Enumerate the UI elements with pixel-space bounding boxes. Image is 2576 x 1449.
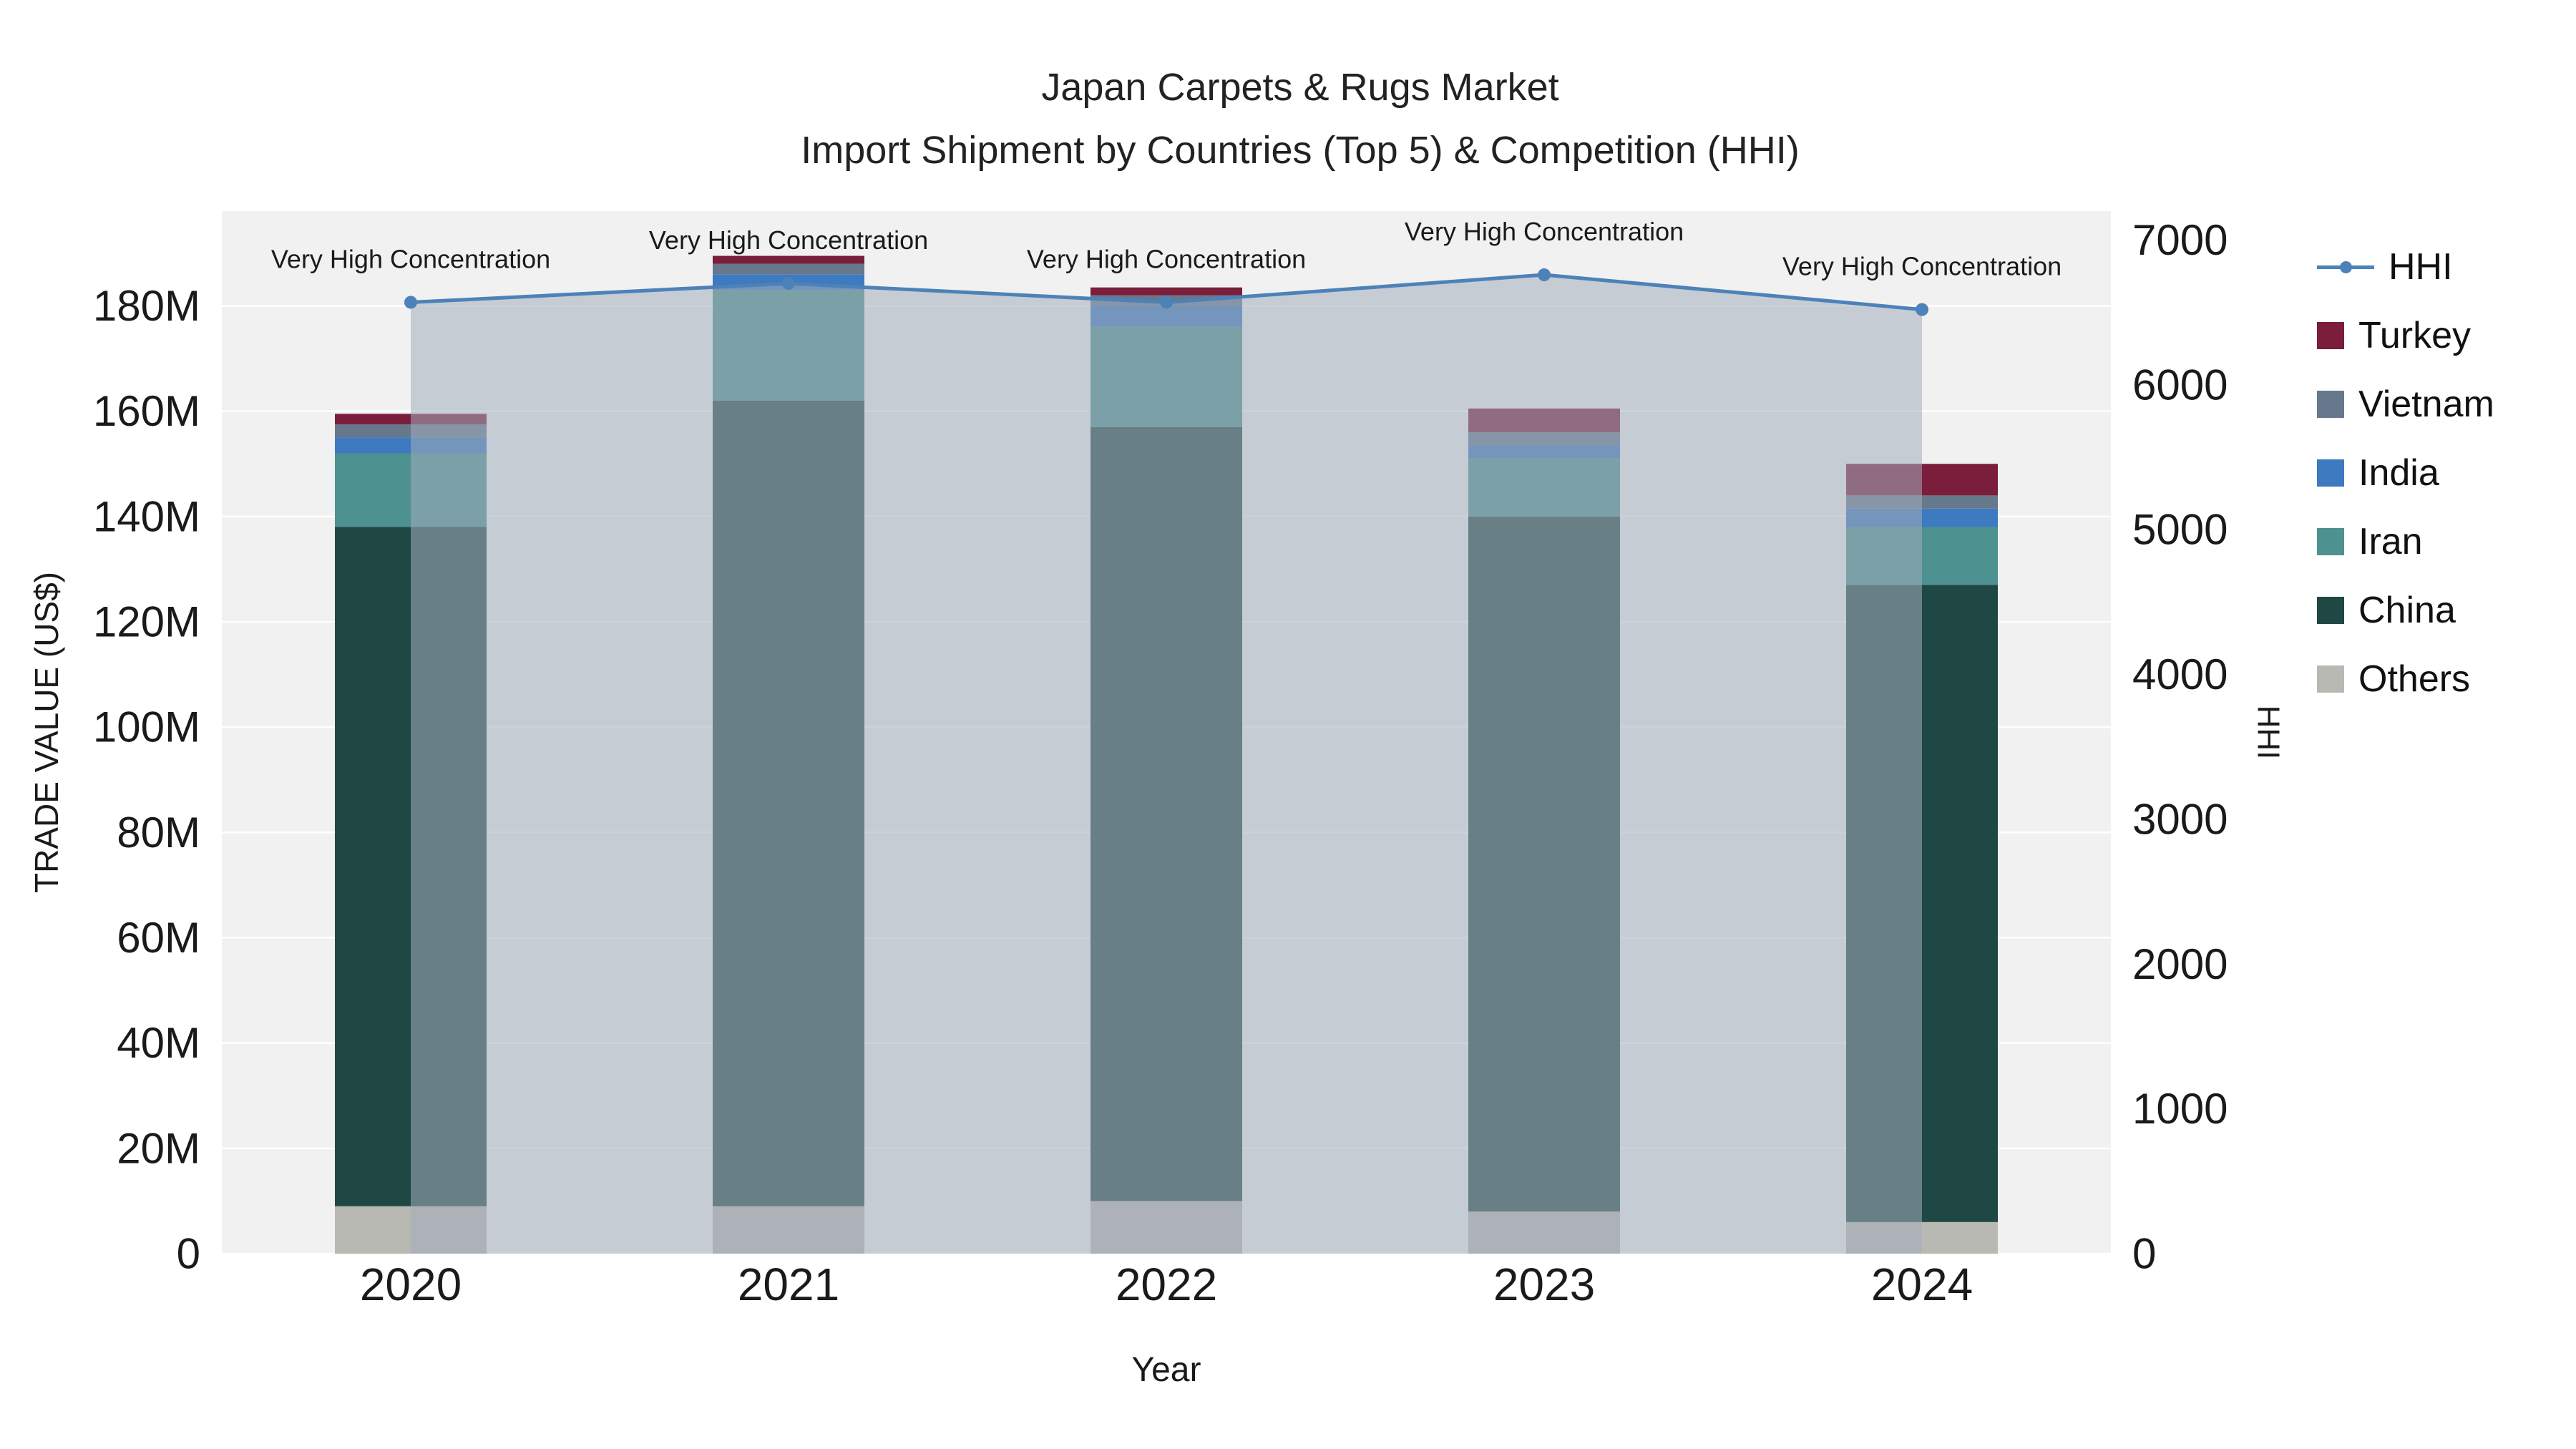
axis-title-y-right: HHI: [2251, 706, 2286, 760]
legend-swatch-others: [2317, 665, 2344, 693]
annotation-2021: Very High Concentration: [649, 225, 928, 255]
y2-axis-tick-label: 6000: [2132, 361, 2228, 409]
legend-swatch-iran: [2317, 528, 2344, 555]
legend: HHI Turkey Vietnam India Iran China Others: [2317, 246, 2494, 700]
legend-line-marker-icon: [2317, 253, 2374, 280]
y-axis-tick-label: 20M: [117, 1124, 200, 1172]
legend-label-china: China: [2358, 590, 2456, 631]
legend-item-iran[interactable]: Iran: [2317, 521, 2494, 562]
legend-dot: [2340, 261, 2352, 273]
bar-segment-turkey-2021: [713, 255, 864, 264]
legend-label-vietnam: Vietnam: [2358, 384, 2494, 425]
y-axis-tick-label: 140M: [93, 492, 200, 540]
y2-axis-tick-label: 3000: [2132, 795, 2228, 843]
y-axis-tick-label: 120M: [93, 597, 200, 645]
legend-item-china[interactable]: China: [2317, 590, 2494, 631]
hhi-marker-2024: [1916, 303, 1928, 316]
chart-title-line2: Import Shipment by Countries (Top 5) & C…: [801, 129, 1800, 172]
y2-axis-tick-label: 7000: [2132, 216, 2228, 264]
axis-title-x: Year: [1132, 1351, 1201, 1389]
y2-axis-tick-label: 0: [2132, 1230, 2156, 1278]
legend-label-india: India: [2358, 452, 2439, 494]
y2-axis-tick-label: 5000: [2132, 506, 2228, 554]
axis-title-y-left: TRADE VALUE (US$): [28, 572, 65, 893]
legend-swatch-vietnam: [2317, 391, 2344, 418]
legend-item-hhi[interactable]: HHI: [2317, 246, 2494, 288]
x-axis-tick-label: 2021: [738, 1259, 839, 1310]
legend-label-turkey: Turkey: [2358, 315, 2471, 356]
y-axis-tick-label: 60M: [117, 914, 200, 962]
x-axis-tick-label: 2022: [1116, 1259, 1217, 1310]
legend-label-iran: Iran: [2358, 521, 2423, 562]
hhi-marker-2020: [404, 296, 417, 309]
x-axis-tick-label: 2020: [360, 1259, 462, 1310]
bar-segment-turkey-2022: [1091, 287, 1242, 296]
y-axis-tick-label: 100M: [93, 703, 200, 751]
y-axis-tick-label: 80M: [117, 809, 200, 857]
legend-label-others: Others: [2358, 658, 2471, 700]
y-axis-tick-label: 0: [177, 1230, 200, 1278]
legend-item-india[interactable]: India: [2317, 452, 2494, 494]
y-axis-tick-label: 40M: [117, 1019, 200, 1067]
annotation-2024: Very High Concentration: [1782, 252, 2062, 281]
annotation-2020: Very High Concentration: [271, 244, 550, 273]
y2-axis-tick-label: 2000: [2132, 940, 2228, 988]
hhi-marker-2022: [1160, 296, 1173, 309]
annotation-2022: Very High Concentration: [1027, 244, 1306, 273]
chart-title: Japan Carpets & Rugs Market Import Shipm…: [0, 68, 2576, 170]
legend-item-turkey[interactable]: Turkey: [2317, 315, 2494, 356]
y2-axis-tick-label: 1000: [2132, 1085, 2228, 1133]
y-axis-tick-label: 160M: [93, 387, 200, 435]
legend-swatch-turkey: [2317, 322, 2344, 349]
hhi-area: [411, 275, 1922, 1254]
legend-item-vietnam[interactable]: Vietnam: [2317, 384, 2494, 425]
y2-axis-tick-label: 4000: [2132, 650, 2228, 698]
chart-title-line1: Japan Carpets & Rugs Market: [1041, 66, 1559, 109]
x-axis-tick-label: 2023: [1493, 1259, 1595, 1310]
hhi-marker-2023: [1538, 268, 1551, 282]
legend-swatch-china: [2317, 597, 2344, 624]
legend-item-others[interactable]: Others: [2317, 658, 2494, 700]
x-axis-tick-label: 2024: [1871, 1259, 1973, 1310]
y-axis-tick-label: 180M: [93, 282, 200, 330]
hhi-marker-2021: [782, 277, 795, 291]
bar-segment-vietnam-2021: [713, 263, 864, 275]
legend-swatch-india: [2317, 459, 2344, 487]
annotation-2023: Very High Concentration: [1405, 217, 1684, 246]
legend-label-hhi: HHI: [2389, 246, 2453, 288]
